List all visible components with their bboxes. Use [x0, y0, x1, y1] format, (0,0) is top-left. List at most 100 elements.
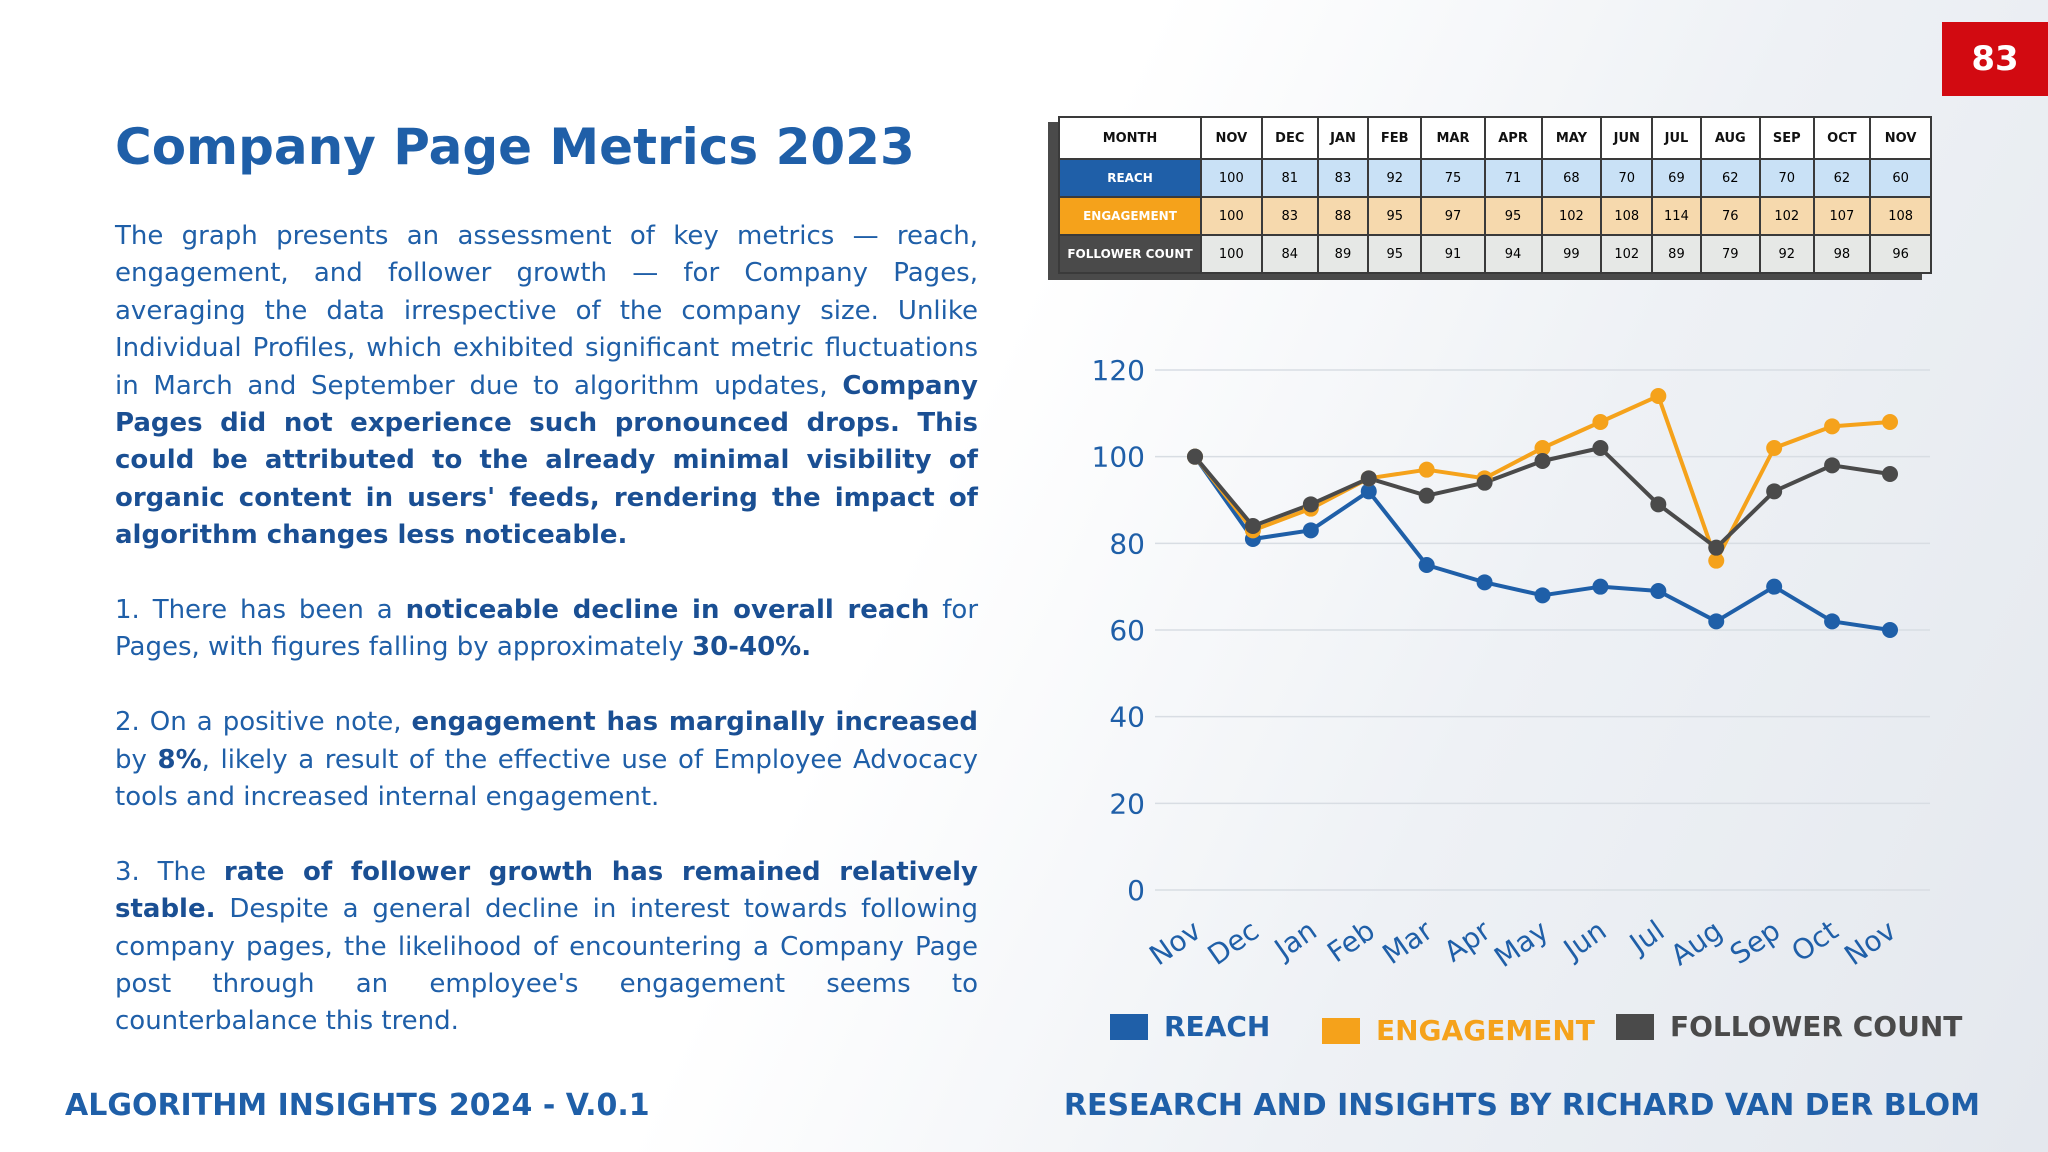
- row-label: FOLLOWER COUNT: [1058, 234, 1202, 274]
- data-point: [1766, 578, 1783, 595]
- legend-follower-count: FOLLOWER COUNT: [1616, 1010, 1962, 1043]
- data-point: [1824, 457, 1841, 474]
- table-cell: 107: [1812, 196, 1872, 236]
- paragraph-bold-run: engagement has marginally increased: [411, 707, 979, 738]
- paragraph: 1. There has been a noticeable decline i…: [115, 592, 978, 667]
- x-tick-label: Jan: [1267, 914, 1323, 967]
- table-cell: 89: [1316, 234, 1369, 274]
- x-tick-label: Jun: [1556, 914, 1612, 967]
- y-tick-label: 120: [1092, 354, 1145, 387]
- table-cell: 62: [1699, 158, 1761, 198]
- y-tick-label: 40: [1109, 701, 1145, 734]
- data-point: [1476, 574, 1493, 591]
- data-point: [1592, 440, 1609, 456]
- table-cell: 95: [1366, 234, 1423, 274]
- legend-engagement: ENGAGEMENT: [1322, 1014, 1595, 1047]
- table-cell: 100: [1200, 158, 1263, 198]
- table-cell: 70: [1758, 158, 1815, 198]
- footer-right: RESEARCH AND INSIGHTS BY RICHARD VAN DER…: [1063, 1088, 1980, 1123]
- paragraph-bold-run: 30-40%.: [692, 632, 812, 663]
- month-header-cell: NOV: [1869, 116, 1932, 160]
- paragraph-run: , likely a result of the effective use o…: [115, 744, 979, 813]
- y-tick-label: 80: [1109, 527, 1145, 560]
- table-cell: 100: [1200, 234, 1263, 274]
- x-tick-label: Feb: [1321, 914, 1381, 969]
- footer-left: ALGORITHM INSIGHTS 2024 - V.0.1: [65, 1088, 650, 1123]
- table-row: REACH 100 81 83 92 75 71 68 70 69 62 70 62 60: [1058, 158, 1932, 198]
- month-header-cell: NOV: [1200, 116, 1263, 160]
- paragraph: The graph presents an assessment of key …: [115, 218, 978, 555]
- table-cell: 96: [1869, 234, 1932, 274]
- data-point: [1360, 470, 1377, 487]
- data-point: [1766, 483, 1783, 500]
- data-point: [1534, 440, 1551, 456]
- x-tick-label: Apr: [1438, 913, 1497, 968]
- month-header-cell: DEC: [1260, 116, 1319, 160]
- table-row: ENGAGEMENT 100 83 88 95 97 95 102 108 114 76 102 107…: [1058, 196, 1932, 236]
- metrics-table: MONTH NOV DEC JAN FEB MAR APR MAY JUN JUL AUG SEP O…: [1058, 116, 1932, 274]
- table-cell: 97: [1420, 196, 1486, 236]
- paragraph: 3. The rate of follower growth has remai…: [115, 854, 978, 1041]
- table-cell: 108: [1869, 196, 1932, 236]
- data-point: [1650, 496, 1667, 513]
- data-point: [1650, 388, 1667, 404]
- data-point: [1882, 622, 1898, 638]
- x-tick-label: Oct: [1786, 914, 1845, 969]
- legend-reach-swatch: [1110, 1013, 1148, 1040]
- month-header-cell: MAY: [1540, 116, 1603, 160]
- data-point: [1476, 474, 1493, 491]
- table-cell: 70: [1600, 158, 1654, 198]
- table-cell: 114: [1651, 196, 1702, 236]
- data-point: [1824, 418, 1841, 435]
- paragraph-run: Despite a general decline in interest to…: [115, 894, 978, 1037]
- paragraph-run: 1. There has been a: [115, 595, 406, 626]
- series-line: [1193, 394, 1891, 563]
- data-point: [1708, 552, 1725, 569]
- row-label: ENGAGEMENT: [1058, 196, 1202, 236]
- table-cell: 83: [1316, 158, 1369, 198]
- table-cell: 102: [1600, 234, 1654, 274]
- table-cell: 75: [1420, 158, 1486, 198]
- table-cell: 60: [1869, 158, 1932, 198]
- data-point: [1766, 440, 1783, 456]
- paragraph-bold-run: rate of follower growth has remained rel…: [115, 856, 978, 925]
- table-cell: 102: [1540, 196, 1603, 236]
- x-tick-label: Nov: [1838, 914, 1902, 972]
- data-point: [1824, 613, 1841, 630]
- month-header: MONTH: [1058, 116, 1202, 160]
- data-point: [1187, 448, 1203, 465]
- data-point: [1360, 483, 1377, 500]
- legend-engagement-label: ENGAGEMENT: [1376, 1014, 1595, 1047]
- data-point: [1882, 414, 1898, 430]
- month-header-cell: JUN: [1600, 116, 1654, 160]
- table-header-row: MONTH NOV DEC JAN FEB MAR APR MAY JUN JUL AUG SEP O…: [1058, 116, 1932, 160]
- month-header-cell: JUL: [1651, 116, 1702, 160]
- paragraph-bold-run: Company Pages did not experience such pr…: [115, 370, 978, 551]
- legend-reach-label: REACH: [1164, 1010, 1271, 1043]
- table-cell: 83: [1260, 196, 1319, 236]
- data-point: [1302, 522, 1319, 539]
- table-cell: 89: [1651, 234, 1702, 274]
- x-tick-label: Nov: [1143, 914, 1207, 972]
- month-header-cell: SEP: [1758, 116, 1815, 160]
- data-point: [1302, 496, 1319, 513]
- table-cell: 76: [1699, 196, 1761, 236]
- table-cell: 84: [1260, 234, 1319, 274]
- table-cell: 102: [1758, 196, 1815, 236]
- y-tick-label: 20: [1109, 787, 1145, 820]
- table-cell: 99: [1540, 234, 1603, 274]
- x-tick-label: Sep: [1724, 914, 1786, 971]
- paragraph-bold-run: noticeable decline in overall reach: [405, 595, 930, 626]
- x-tick-label: May: [1488, 914, 1554, 974]
- table-cell: 68: [1540, 158, 1603, 198]
- legend-follower-label: FOLLOWER COUNT: [1670, 1010, 1963, 1043]
- table-cell: 94: [1483, 234, 1543, 274]
- page-number: 83: [1942, 22, 2048, 96]
- table-cell: 92: [1366, 158, 1423, 198]
- legend-engagement-swatch: [1322, 1017, 1360, 1044]
- body-text: The graph presents an assessment of key …: [115, 218, 978, 1078]
- data-point: [1650, 583, 1667, 599]
- table-cell: 71: [1483, 158, 1543, 198]
- month-header-cell: MAR: [1420, 116, 1486, 160]
